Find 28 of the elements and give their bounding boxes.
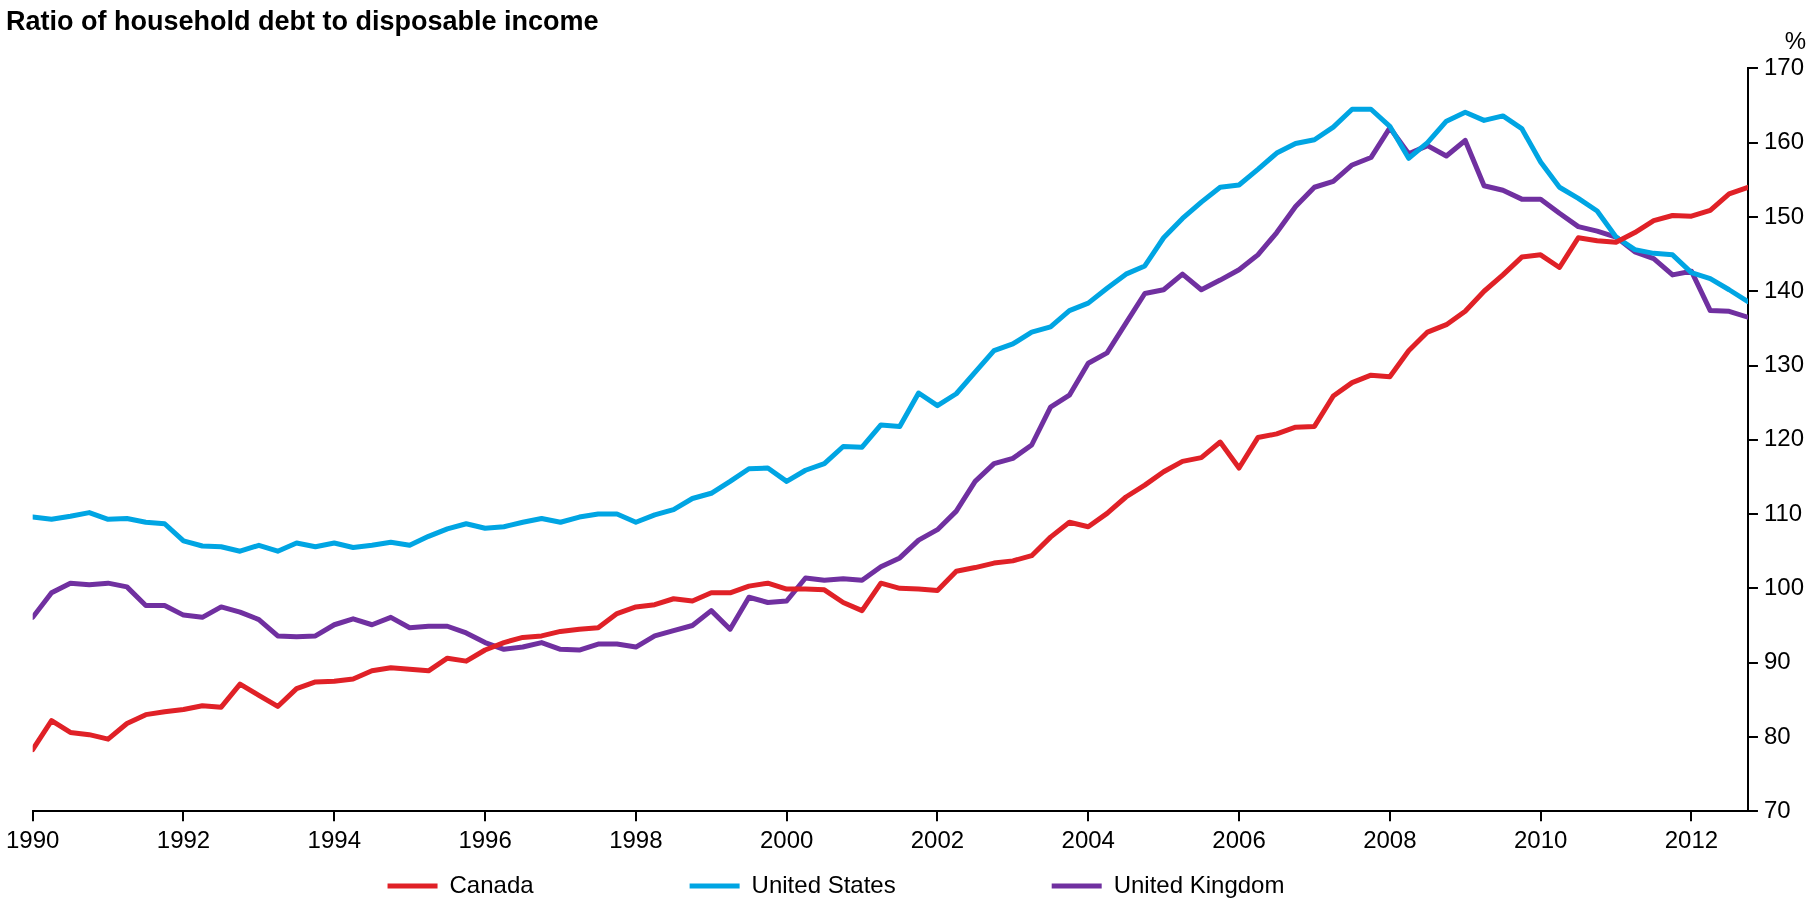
x-tick-label: 2012 bbox=[1664, 826, 1719, 854]
y-tick-label: 100 bbox=[1763, 572, 1804, 600]
x-tick-label: 2010 bbox=[1513, 826, 1568, 854]
legend-label: United States bbox=[751, 870, 1040, 898]
y-tick-label: 70 bbox=[1763, 795, 1791, 823]
y-tick-label: 150 bbox=[1763, 201, 1804, 229]
x-tick-label: 1990 bbox=[6, 826, 60, 854]
x-tick-label: 1996 bbox=[458, 826, 512, 854]
x-tick-label: 1992 bbox=[156, 826, 211, 854]
legend-label: United Kingdom bbox=[1113, 870, 1429, 898]
y-tick-label: 90 bbox=[1763, 647, 1791, 675]
x-tick-label: 1998 bbox=[609, 826, 663, 854]
y-tick-label: 80 bbox=[1763, 721, 1791, 749]
x-tick-label: 2004 bbox=[1061, 826, 1115, 854]
x-tick-label: 2008 bbox=[1363, 826, 1417, 854]
chart-title: Ratio of household debt to disposable income bbox=[6, 5, 599, 36]
y-tick-label: 130 bbox=[1763, 350, 1804, 378]
x-tick-label: 1994 bbox=[307, 826, 361, 854]
x-tick-label: 2000 bbox=[759, 826, 814, 854]
y-axis-title: % bbox=[1784, 27, 1806, 55]
x-tick-label: 2002 bbox=[910, 826, 965, 854]
legend-label: Canada bbox=[449, 870, 678, 898]
y-tick-label: 170 bbox=[1763, 53, 1804, 81]
y-tick-label: 140 bbox=[1763, 275, 1804, 303]
x-tick-label: 2006 bbox=[1212, 826, 1266, 854]
y-tick-label: 120 bbox=[1763, 424, 1804, 452]
y-tick-label: 160 bbox=[1763, 127, 1804, 155]
y-tick-label: 110 bbox=[1763, 498, 1803, 526]
